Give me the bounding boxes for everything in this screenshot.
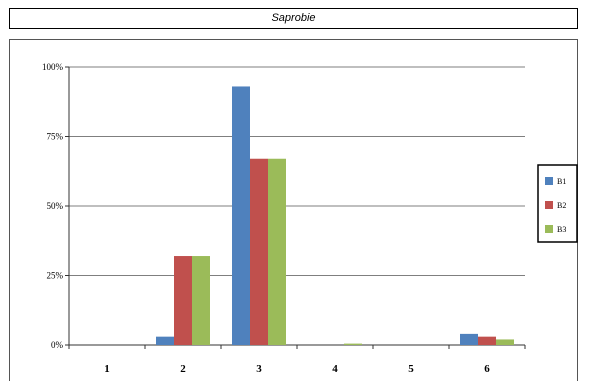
bar-b1-cat-6: [460, 333, 478, 345]
x-category-label: 2: [180, 363, 186, 375]
legend-box: [537, 164, 578, 243]
y-tick-label: 25%: [47, 271, 64, 281]
chart-title: Saprobie: [9, 8, 578, 29]
x-category-label: 5: [408, 363, 414, 375]
bar-b3-cat-3: [268, 158, 286, 345]
legend-label-b1: B1: [557, 177, 566, 186]
bar-b3-cat-2: [192, 256, 210, 345]
bar-b1-cat-3: [232, 86, 250, 346]
bar-b1-cat-2: [156, 336, 174, 345]
y-tick-label: 100%: [42, 62, 64, 72]
bar-b2-cat-6: [478, 336, 496, 345]
bar-b2-cat-3: [250, 158, 268, 345]
legend-swatch-b1: [545, 177, 553, 185]
bar-b3-cat-4: [344, 343, 362, 345]
legend-swatch-b2: [545, 201, 553, 209]
legend-label-b3: B3: [557, 225, 566, 234]
x-category-label: 3: [256, 363, 262, 375]
x-category-label: 1: [104, 363, 110, 375]
y-tick-label: 50%: [47, 201, 64, 211]
bar-b2-cat-2: [174, 256, 192, 345]
legend-label-b2: B2: [557, 201, 566, 210]
y-tick-label: 0%: [51, 340, 64, 350]
legend-swatch-b3: [545, 225, 553, 233]
x-category-label: 6: [484, 363, 490, 375]
x-category-label: 4: [332, 363, 338, 375]
bar-b3-cat-6: [496, 339, 514, 345]
y-tick-label: 75%: [47, 132, 64, 142]
